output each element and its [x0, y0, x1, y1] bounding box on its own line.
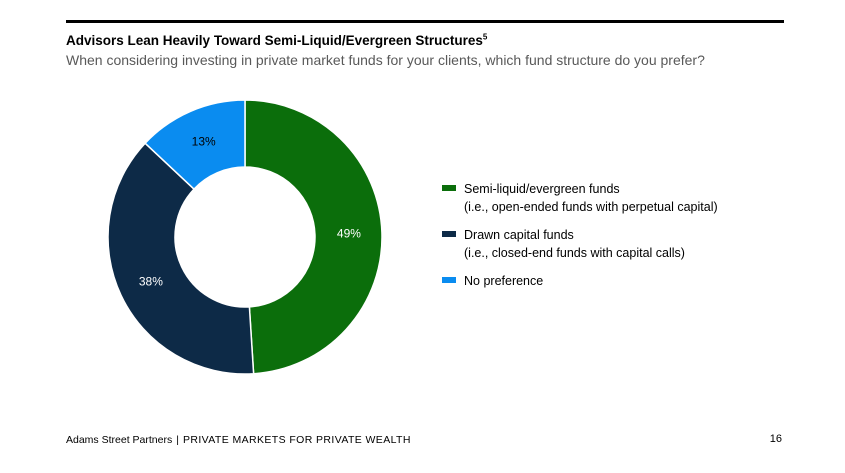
slice-drawn-capital	[107, 142, 255, 375]
slice-semi-liquid	[244, 99, 383, 375]
legend-sublabel-drawn-capital: (i.e., closed-end funds with capital cal…	[464, 246, 685, 260]
page-number: 16	[769, 433, 782, 445]
chart-title: Advisors Lean Heavily Toward Semi-Liquid…	[66, 33, 487, 48]
slice-label-drawn-capital: 38%	[139, 274, 163, 288]
slice-label-no-preference: 13%	[192, 135, 216, 149]
footer-tagline: PRIVATE MARKETS FOR PRIVATE WEALTH	[182, 434, 411, 446]
title-footnote: 5	[482, 32, 488, 42]
legend-item-semi-liquid: Semi-liquid/evergreen funds (i.e., open-…	[442, 180, 782, 216]
chart-legend: Semi-liquid/evergreen funds (i.e., open-…	[442, 180, 782, 300]
slice-no-preference	[144, 99, 246, 191]
legend-sublabel-semi-liquid: (i.e., open-ended funds with perpetual c…	[464, 200, 718, 214]
slice-label-semi-liquid: 49%	[337, 227, 361, 241]
donut-slices	[107, 99, 383, 375]
donut-slice-labels: 49% 38% 13%	[139, 135, 361, 289]
legend-label-no-preference: No preference	[464, 274, 544, 288]
chart-subtitle: When considering investing in private ma…	[66, 52, 705, 68]
legend-item-drawn-capital: Drawn capital funds (i.e., closed-end fu…	[442, 226, 782, 262]
footer-brand: Adams Street Partners	[66, 434, 173, 446]
legend-item-no-preference: No preference	[442, 272, 782, 290]
footer-separator: |	[176, 434, 179, 446]
footer: Adams Street Partners | PRIVATE MARKETS FO…	[66, 434, 411, 446]
chart-title-text: Advisors Lean Heavily Toward Semi-Liquid…	[66, 33, 483, 48]
legend-swatch-no-preference	[442, 277, 456, 283]
legend-label-semi-liquid: Semi-liquid/evergreen funds	[464, 182, 620, 196]
legend-swatch-semi-liquid	[442, 185, 456, 191]
legend-label-drawn-capital: Drawn capital funds	[464, 228, 574, 242]
top-rule	[66, 20, 784, 23]
legend-swatch-drawn-capital	[442, 231, 456, 237]
